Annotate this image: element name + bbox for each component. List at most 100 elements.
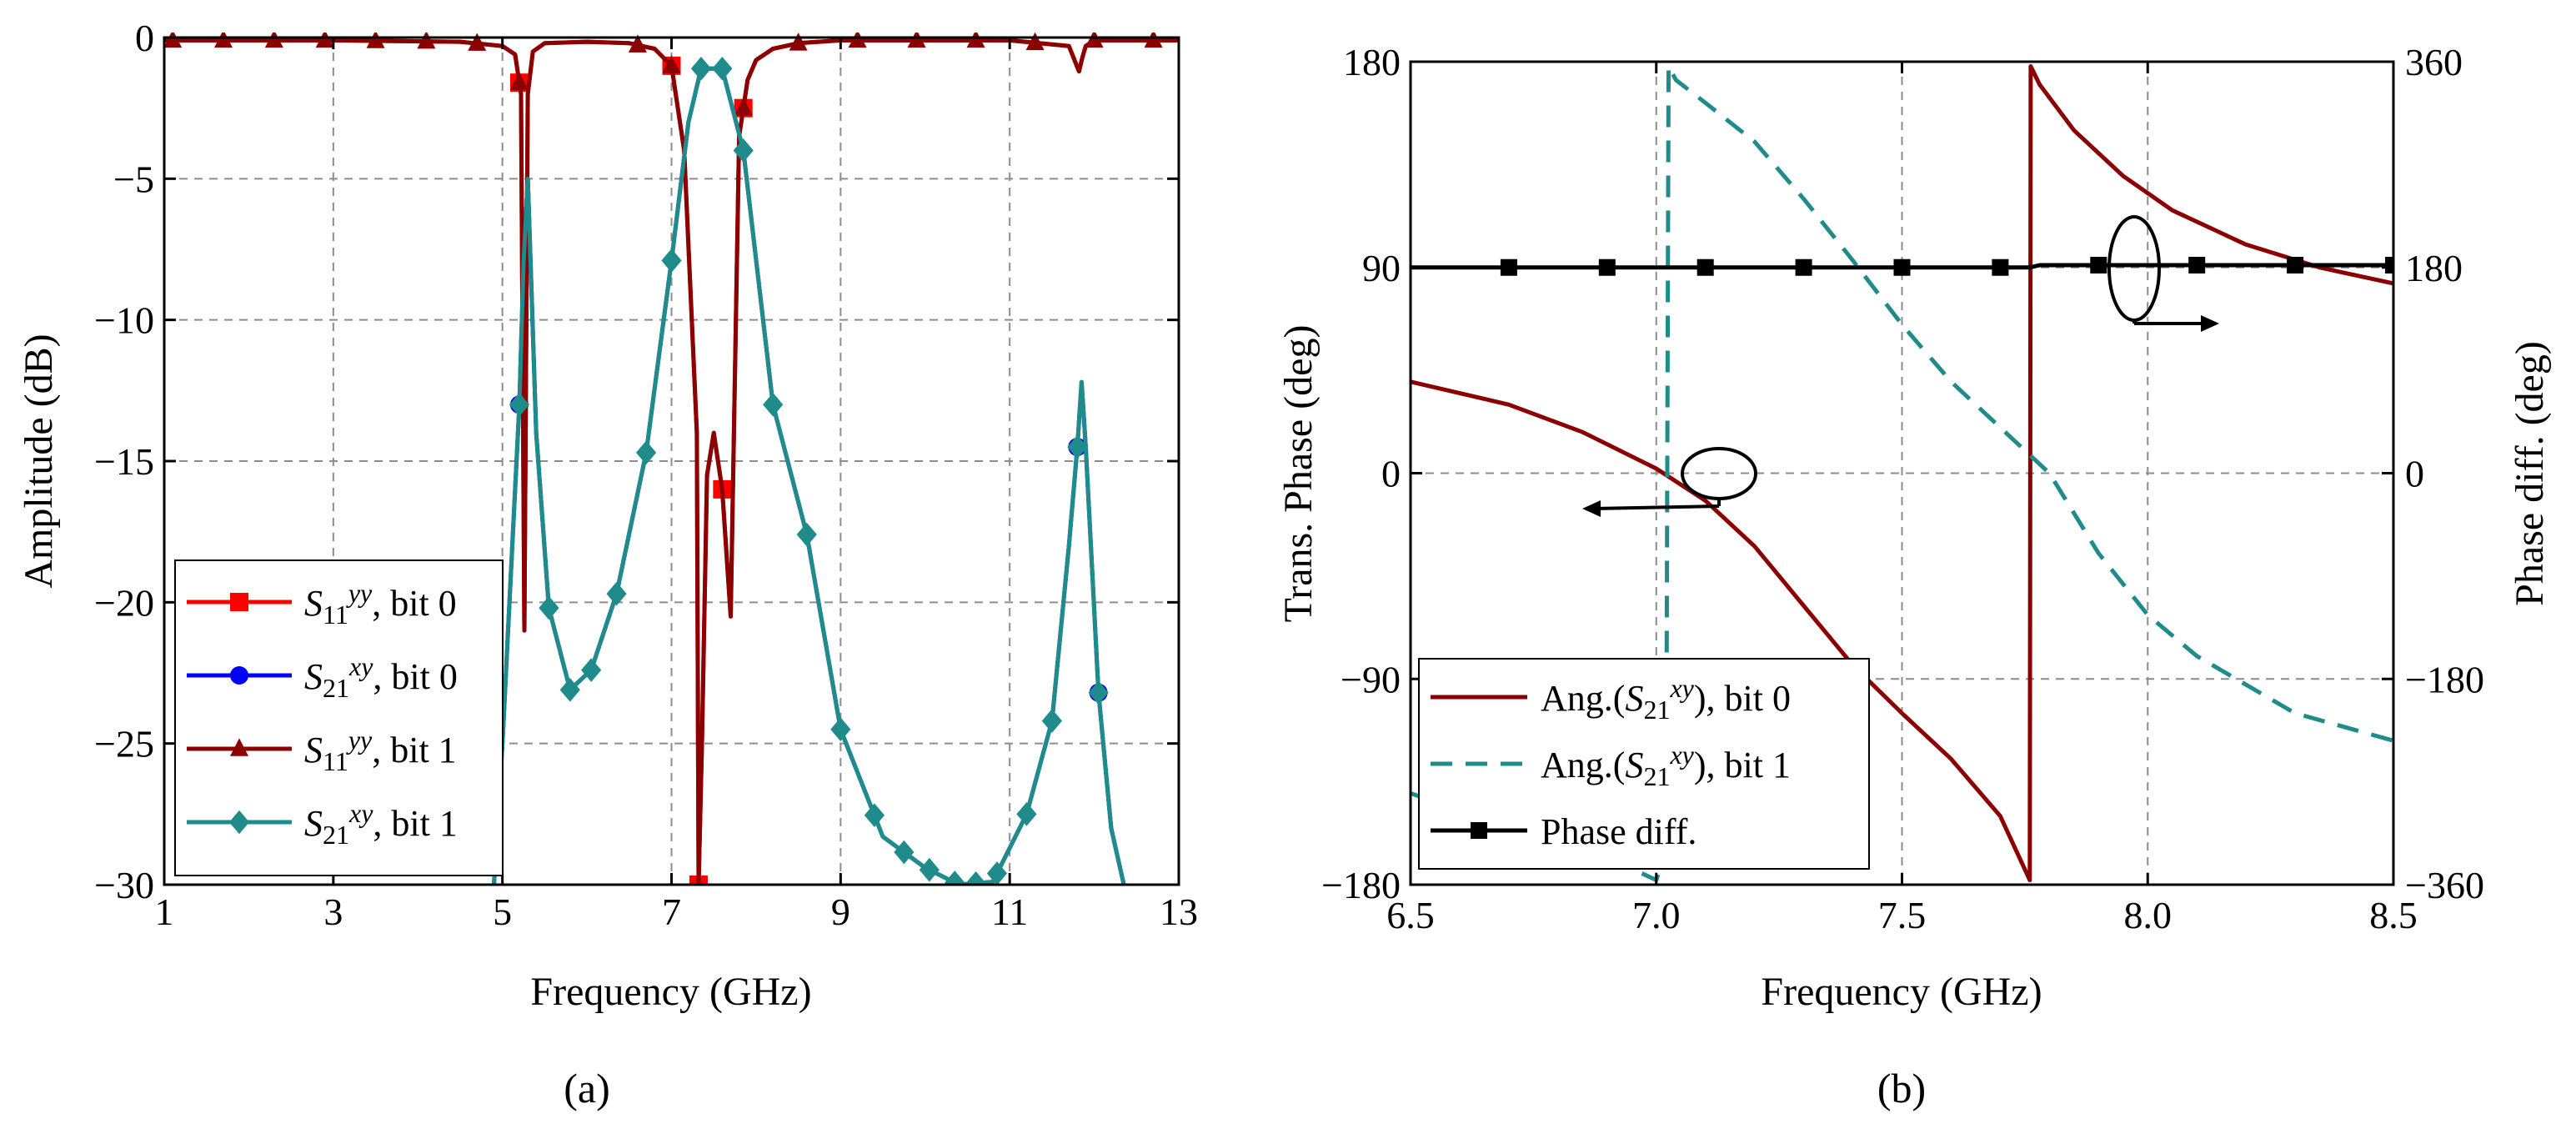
- tick-label-x: 9: [831, 891, 850, 933]
- data-point-diamond: [945, 871, 965, 885]
- series-1: [492, 66, 1126, 885]
- panel-b-legend: Ang.(S21xy), bit 0 Ang.(S21xy), bit 1 Phas…: [1418, 658, 1870, 870]
- data-point-square: [1598, 258, 1616, 276]
- tick-label-y2: 360: [2405, 41, 2463, 83]
- legend-label: Ang.(S21xy), bit 0: [1541, 673, 1791, 725]
- data-point-triangle: [848, 33, 867, 48]
- panel-b: 6.5 7.0 7.5 8.0 8.5 180 90 0 −90 −180 360 180 0 −180 −…: [1276, 41, 2552, 1111]
- panel-a-ylabel: Amplitude (dB): [17, 334, 61, 588]
- legend-label: Phase diff.: [1541, 811, 1696, 852]
- legend-label: S11yy, bit 0: [304, 578, 457, 630]
- tick-label-x: 8.5: [2369, 894, 2418, 936]
- data-point-diamond: [1041, 709, 1062, 733]
- data-point-diamond: [690, 56, 712, 81]
- legend-swatch-marker: [230, 593, 248, 611]
- data-point-triangle: [213, 33, 233, 48]
- data-point-triangle: [628, 34, 647, 53]
- data-point-diamond: [1067, 434, 1088, 459]
- data-point-triangle: [789, 33, 808, 51]
- data-point-diamond: [1088, 680, 1109, 705]
- panel-a-xlabel: Frequency (GHz): [530, 970, 811, 1014]
- data-point-diamond: [965, 871, 986, 885]
- series-3: [492, 56, 1126, 885]
- data-point-triangle: [366, 33, 385, 48]
- tick-label-x: 8.0: [2124, 894, 2173, 936]
- data-point-triangle: [1144, 33, 1163, 48]
- data-point-triangle: [1025, 33, 1045, 51]
- data-point-triangle: [315, 33, 334, 48]
- data-point-triangle: [1085, 33, 1104, 48]
- data-point-triangle: [509, 72, 529, 90]
- tick-label-y: −25: [94, 723, 154, 765]
- data-point-diamond: [559, 678, 580, 702]
- tick-label-y: −10: [94, 299, 154, 342]
- data-point-triangle: [734, 98, 753, 116]
- data-point-diamond: [763, 392, 784, 417]
- data-point-diamond: [894, 840, 915, 865]
- tick-label-y: −5: [113, 158, 154, 200]
- legend-label: Ang.(S21xy), bit 1: [1541, 740, 1791, 791]
- panel-b-series: [1411, 64, 2393, 882]
- tick-label-x: 7.5: [1878, 894, 1927, 936]
- legend-label: S21xy, bit 1: [304, 798, 458, 850]
- tick-label-x: 6.5: [1386, 894, 1435, 936]
- legend-swatch-marker: [228, 810, 250, 835]
- panel-b-ticks: 6.5 7.0 7.5 8.0 8.5 180 90 0 −90 −180 360 180 0 −180 −…: [1321, 41, 2484, 936]
- data-point-diamond: [635, 440, 657, 465]
- series-2: [164, 33, 1179, 885]
- data-point-triangle: [907, 33, 926, 48]
- tick-label-y: 0: [135, 17, 154, 59]
- data-point-diamond: [986, 861, 1008, 885]
- series-1: [1411, 64, 2393, 882]
- series-line: [1411, 263, 2393, 270]
- tick-label-x: 7.0: [1632, 894, 1681, 936]
- tick-label-y2: 180: [2405, 247, 2463, 289]
- series-2: [1411, 257, 2393, 276]
- data-point-triangle: [164, 33, 183, 48]
- tick-label-x: 13: [1160, 891, 1198, 933]
- tick-label-y: 180: [1343, 41, 1401, 83]
- annotation-ellipse-right: [2107, 215, 2161, 322]
- tick-label-x: 7: [662, 891, 681, 933]
- data-point-triangle: [417, 33, 436, 49]
- data-point-diamond: [796, 522, 817, 547]
- panel-b-grid: [1411, 62, 2393, 885]
- arrow-right-head-icon: [2201, 315, 2219, 332]
- legend-box: [1418, 658, 1870, 870]
- legend-swatch-marker: [1471, 822, 1487, 839]
- series-line: [492, 66, 1126, 885]
- data-point-triangle: [468, 33, 487, 51]
- tick-label-y: −90: [1341, 658, 1401, 700]
- data-point-diamond: [581, 658, 602, 682]
- tick-label-y: −30: [94, 864, 154, 906]
- data-point-square: [2188, 257, 2206, 274]
- panel-a-legend: S11yy, bit 0 S21xy, bit 0 S11yy, bit 1 S21x…: [174, 559, 504, 876]
- series-line: [492, 66, 1126, 885]
- data-point-diamond: [733, 138, 754, 163]
- data-point-square: [1893, 258, 1911, 276]
- panel-a-grid: [164, 38, 1179, 885]
- tick-label-x: 11: [991, 891, 1028, 933]
- tick-label-y2: −360: [2405, 864, 2484, 906]
- arrow-to-left-axis: [1593, 504, 1720, 510]
- data-point-square: [1500, 258, 1517, 276]
- tick-label-y: 0: [1381, 453, 1401, 495]
- data-point-diamond: [864, 803, 885, 827]
- data-point-triangle: [966, 33, 985, 48]
- data-point-square: [1992, 258, 2009, 276]
- panel-b-xlabel: Frequency (GHz): [1761, 970, 2042, 1014]
- data-point-triangle: [264, 33, 283, 48]
- caption-a: (a): [564, 1065, 610, 1111]
- data-point-square: [2090, 257, 2107, 274]
- data-point-square: [2287, 257, 2304, 274]
- tick-label-x: 5: [493, 891, 512, 933]
- data-point-diamond: [606, 581, 627, 606]
- tick-label-y2: 0: [2405, 453, 2424, 495]
- tick-label-y: 90: [1362, 247, 1401, 289]
- data-point-square: [1696, 258, 1714, 276]
- data-point-diamond: [712, 56, 733, 81]
- legend-label: S11yy, bit 1: [304, 725, 457, 776]
- annotation-right-axis: [2107, 215, 2219, 332]
- data-point-diamond: [509, 392, 530, 417]
